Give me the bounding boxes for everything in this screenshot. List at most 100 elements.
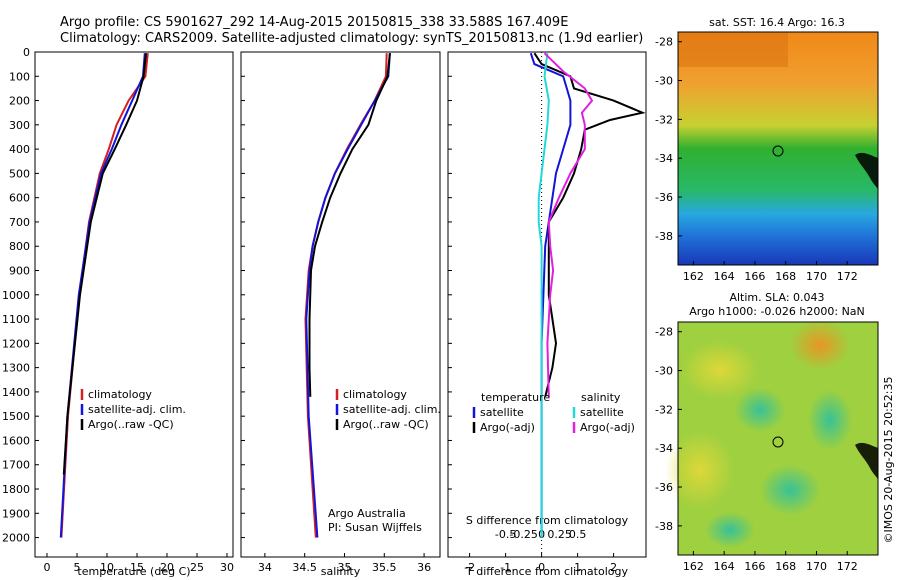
sst-coastline: [855, 152, 878, 190]
x-top-axis-label: S difference from climatology: [466, 514, 629, 527]
series-satellite-adj-clim-: [305, 53, 391, 538]
sla-low-3: [760, 465, 820, 515]
map-y-tick-label: -36: [655, 481, 673, 494]
y-tick-label: 0: [23, 46, 30, 59]
sst-map: sat. SST: 16.4 Argo: 16.3 162 164 166 168 17…: [655, 16, 879, 283]
x-tick-label: 30: [220, 561, 234, 574]
x-top-tick-label: 0.5: [569, 528, 587, 541]
credit-argo-australia: Argo Australia: [328, 507, 406, 520]
series-salinity-argo-adj-: [543, 52, 594, 397]
map-x-tick-label: 170: [806, 560, 827, 573]
map-x-tick-label: 162: [683, 270, 704, 283]
sst-map-title: sat. SST: 16.4 Argo: 16.3: [709, 16, 845, 29]
x-axis-label: salinity: [321, 565, 361, 578]
x-tick-label: -2: [464, 561, 475, 574]
map-y-tick-label: -36: [655, 191, 673, 204]
y-tick-label: 1600: [2, 434, 30, 447]
map-y-tick-label: -30: [655, 365, 673, 378]
x-tick-label: 25: [190, 561, 204, 574]
y-tick-label: 1500: [2, 410, 30, 423]
map-y-tick-label: -34: [655, 442, 673, 455]
sla-low-1: [735, 388, 785, 432]
sla-map-title: Altim. SLA: 0.043: [729, 291, 824, 304]
y-tick-label: 1300: [2, 362, 30, 375]
series-argo-raw-qc-: [308, 53, 391, 397]
legend-label: satellite: [480, 406, 524, 419]
y-tick-label: 1700: [2, 459, 30, 472]
map-x-tick-label: 168: [775, 560, 796, 573]
credit-pi: PI: Susan Wijffels: [328, 521, 422, 534]
y-tick-label: 300: [9, 119, 30, 132]
header-line-1: Argo profile: CS 5901627_292 14-Aug-2015…: [60, 15, 568, 30]
x-tick-label: 2: [610, 561, 617, 574]
x-top-tick-label: -0.5: [495, 528, 516, 541]
legend-label: climatology: [343, 388, 407, 401]
legend-label: satellite-adj. clim.: [88, 403, 186, 416]
y-tick-label: 500: [9, 167, 30, 180]
legend-label: climatology: [88, 388, 152, 401]
map-y-tick-label: -32: [655, 113, 673, 126]
y-tick-label: 700: [9, 216, 30, 229]
y-tick-label: 1100: [2, 313, 30, 326]
sla-low-4: [705, 512, 755, 548]
map-y-tick-label: -28: [655, 36, 673, 49]
sla-frame: [677, 321, 879, 556]
sla-map: Altim. SLA: 0.043 Argo h1000: -0.026 h20…: [655, 291, 879, 573]
x-tick-label: 5: [74, 561, 81, 574]
legend-label: Argo(..raw -QC): [88, 418, 174, 431]
map-y-tick-label: -32: [655, 403, 673, 416]
y-tick-label: 200: [9, 95, 30, 108]
panel-difference: -2 -1 0 1 2T difference from climatology -0.5…: [447, 51, 647, 578]
sla-low-2: [808, 390, 852, 450]
sla-argo-marker: [772, 436, 784, 448]
map-x-tick-label: 172: [837, 560, 858, 573]
legend-label: satellite: [580, 406, 624, 419]
sst-field: [678, 32, 878, 265]
x-top-tick-label: 0.25: [547, 528, 572, 541]
legend-label: Argo(-adj): [480, 421, 535, 434]
x-tick-label: 36: [417, 561, 431, 574]
sst-argo-marker: [772, 145, 784, 157]
imos-watermark: ©IMOS 20-Aug-2015 20:52:35: [882, 377, 895, 544]
series-temperature-argo-adj-: [533, 52, 646, 398]
y-tick-label: 2000: [2, 532, 30, 545]
map-x-tick-label: 164: [714, 270, 735, 283]
y-tick-label: 1000: [2, 289, 30, 302]
legend-label: Argo(..raw -QC): [343, 418, 429, 431]
map-x-tick-label: 172: [837, 270, 858, 283]
sst-frame: [677, 31, 879, 266]
y-tick-label: 100: [9, 70, 30, 83]
map-x-tick-label: 166: [744, 270, 765, 283]
x-tick-label: 34.5: [292, 561, 317, 574]
x-tick-label: 1: [574, 561, 581, 574]
map-x-tick-label: 164: [714, 560, 735, 573]
y-tick-label: 1200: [2, 337, 30, 350]
map-y-tick-label: -38: [655, 520, 673, 533]
panel-salinity: 34 34.5 35 35.5 36 salinity climatology satelli…: [240, 51, 441, 578]
y-tick-label: 800: [9, 240, 30, 253]
sla-high-1: [680, 340, 760, 400]
sla-high-3: [665, 430, 735, 510]
map-y-tick-label: -34: [655, 152, 673, 165]
map-y-tick-label: -28: [655, 326, 673, 339]
map-x-tick-label: 170: [806, 270, 827, 283]
series-salinity-satellite: [537, 53, 550, 538]
x-axis-label: temperature (deg C): [77, 565, 190, 578]
map-y-tick-label: -38: [655, 230, 673, 243]
y-tick-label: 600: [9, 192, 30, 205]
x-tick-label: 34: [258, 561, 272, 574]
x-tick-label: 0: [538, 561, 545, 574]
temperature-frame: [34, 51, 234, 558]
map-x-tick-label: 168: [775, 270, 796, 283]
sla-map-subtitle: Argo h1000: -0.026 h2000: NaN: [689, 305, 865, 318]
map-y-tick-label: -30: [655, 75, 673, 88]
y-tick-label: 1800: [2, 483, 30, 496]
y-tick-label: 1400: [2, 386, 30, 399]
x-tick-label: 10: [100, 561, 114, 574]
x-tick-label: 35.5: [372, 561, 397, 574]
x-tick-label: 35: [337, 561, 351, 574]
panel-temperature: 0100200300400500600700800900100011001200…: [2, 46, 234, 578]
legend-title-temperature: temperature: [481, 391, 550, 404]
x-tick-label: -1: [500, 561, 511, 574]
